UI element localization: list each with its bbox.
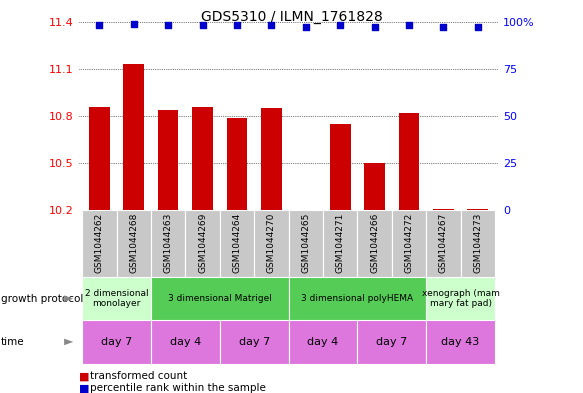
Text: GSM1044266: GSM1044266 [370,212,379,273]
Text: day 4: day 4 [307,337,339,347]
Bar [330,124,350,210]
Bar [289,277,426,320]
Point [405,22,414,29]
Bar [433,209,454,210]
Point [439,24,448,30]
Bar [289,320,357,364]
Bar [220,320,289,364]
Bar [151,277,289,320]
Bar [357,320,426,364]
Text: 3 dimensional Matrigel: 3 dimensional Matrigel [168,294,272,303]
Text: GSM1044267: GSM1044267 [439,212,448,273]
Text: GSM1044269: GSM1044269 [198,212,207,273]
Text: ■: ■ [79,371,89,382]
Text: 3 dimensional polyHEMA: 3 dimensional polyHEMA [301,294,413,303]
Text: GSM1044265: GSM1044265 [301,212,310,273]
Text: GSM1044262: GSM1044262 [95,212,104,272]
Bar [399,113,419,210]
Text: GDS5310 / ILMN_1761828: GDS5310 / ILMN_1761828 [201,10,382,24]
Text: day 7: day 7 [101,337,132,347]
Text: transformed count: transformed count [90,371,188,382]
Bar [461,210,495,277]
Bar [82,277,151,320]
Bar [192,107,213,210]
Bar [151,210,185,277]
Bar [151,320,220,364]
Bar [227,118,247,210]
Point [163,22,173,29]
Bar [468,209,488,210]
Text: day 7: day 7 [238,337,270,347]
Text: GSM1044273: GSM1044273 [473,212,482,273]
Bar [82,320,151,364]
Text: day 43: day 43 [441,337,480,347]
Bar [124,64,144,210]
Point [198,22,207,29]
Bar [220,210,254,277]
Text: day 7: day 7 [376,337,408,347]
Bar [323,210,357,277]
Text: 2 dimensional
monolayer: 2 dimensional monolayer [85,289,148,309]
Point [473,24,483,30]
Point [129,20,138,27]
Text: xenograph (mam
mary fat pad): xenograph (mam mary fat pad) [422,289,500,309]
Bar [357,210,392,277]
Bar [82,210,117,277]
Point [301,24,311,30]
Bar [364,163,385,210]
Bar [426,277,495,320]
Point [94,22,104,29]
Point [232,22,241,29]
Text: GSM1044264: GSM1044264 [233,212,241,272]
Text: GSM1044271: GSM1044271 [336,212,345,273]
Bar [289,210,323,277]
Text: GSM1044268: GSM1044268 [129,212,138,273]
Bar [89,107,110,210]
Bar [261,108,282,210]
Point [370,24,380,30]
Bar [185,210,220,277]
Text: ■: ■ [79,383,89,393]
Bar [426,320,495,364]
Point [336,22,345,29]
Bar [158,110,178,210]
Bar [254,210,289,277]
Text: GSM1044272: GSM1044272 [405,212,413,272]
Bar [392,210,426,277]
Bar [117,210,151,277]
Text: time: time [1,337,25,347]
Text: growth protocol: growth protocol [1,294,83,304]
Bar [426,210,461,277]
Text: GSM1044270: GSM1044270 [267,212,276,273]
Text: GSM1044263: GSM1044263 [164,212,173,273]
Text: percentile rank within the sample: percentile rank within the sample [90,383,266,393]
Text: day 4: day 4 [170,337,201,347]
Point [266,22,276,29]
